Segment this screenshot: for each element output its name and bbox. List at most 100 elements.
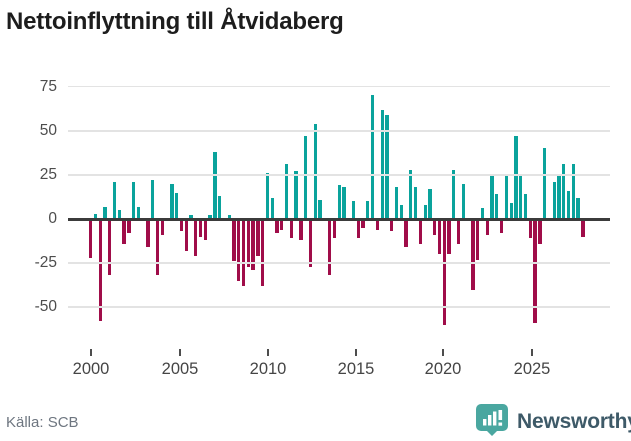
bar bbox=[332, 219, 337, 239]
bar bbox=[576, 197, 580, 219]
bar bbox=[514, 136, 518, 219]
bar bbox=[246, 219, 250, 267]
bar bbox=[447, 219, 451, 255]
bar bbox=[528, 219, 532, 239]
x-tick-mark bbox=[531, 349, 533, 356]
y-tick-label: -25 bbox=[34, 254, 57, 272]
x-tick-mark bbox=[355, 349, 357, 356]
bar bbox=[160, 219, 164, 235]
bar bbox=[471, 219, 475, 290]
bar bbox=[98, 219, 102, 322]
bar bbox=[251, 219, 255, 271]
bar bbox=[304, 136, 308, 219]
x-tick-label: 2000 bbox=[72, 360, 110, 378]
bar bbox=[566, 190, 571, 219]
y-tick-label: 0 bbox=[48, 210, 57, 227]
x-tick-mark bbox=[442, 349, 444, 356]
bar bbox=[423, 204, 427, 219]
bar bbox=[380, 109, 384, 219]
bar bbox=[523, 194, 528, 219]
bar bbox=[356, 219, 360, 239]
bar bbox=[299, 219, 303, 241]
bar-series bbox=[89, 75, 586, 347]
bar bbox=[442, 219, 446, 325]
bar bbox=[370, 95, 375, 219]
bar bbox=[227, 215, 231, 219]
zero-axis-line bbox=[68, 218, 610, 221]
newsworthy-logo-icon bbox=[476, 403, 509, 441]
x-tick-label: 2020 bbox=[424, 360, 462, 378]
gridline bbox=[68, 174, 610, 176]
bar bbox=[571, 164, 575, 219]
bar bbox=[112, 181, 117, 219]
bar bbox=[495, 194, 499, 219]
bar bbox=[151, 180, 155, 219]
bar bbox=[117, 210, 121, 219]
bar bbox=[418, 219, 423, 244]
bar bbox=[189, 215, 193, 219]
bar bbox=[103, 206, 107, 219]
bar bbox=[327, 219, 332, 276]
bar bbox=[127, 219, 131, 234]
bar bbox=[232, 219, 236, 262]
bar bbox=[452, 169, 456, 219]
bar bbox=[208, 215, 212, 219]
bar bbox=[485, 219, 489, 235]
bar bbox=[490, 174, 494, 219]
bar bbox=[385, 114, 389, 219]
y-tick-label: 50 bbox=[39, 121, 57, 139]
bar bbox=[480, 208, 485, 219]
bar bbox=[557, 174, 561, 219]
bar bbox=[562, 164, 566, 219]
y-tick-label: -50 bbox=[34, 298, 57, 316]
bar bbox=[241, 219, 246, 287]
bar bbox=[280, 219, 284, 230]
bar bbox=[213, 151, 217, 219]
bar bbox=[499, 219, 504, 234]
bar bbox=[409, 169, 413, 219]
bar bbox=[265, 173, 270, 219]
bar bbox=[122, 219, 126, 244]
bar bbox=[337, 185, 341, 219]
bar bbox=[552, 181, 556, 219]
bar bbox=[136, 206, 141, 219]
x-tick-mark bbox=[90, 349, 92, 356]
bar bbox=[89, 219, 93, 258]
x-tick-label: 2010 bbox=[249, 360, 287, 378]
x-tick-label: 2015 bbox=[337, 360, 375, 378]
bar bbox=[342, 187, 346, 219]
x-tick-mark bbox=[179, 349, 181, 356]
y-tick-label: 75 bbox=[39, 77, 57, 95]
bar bbox=[433, 219, 437, 235]
bar bbox=[237, 219, 241, 281]
bar bbox=[399, 204, 403, 219]
bar bbox=[428, 189, 432, 219]
bar bbox=[184, 219, 188, 251]
bar bbox=[509, 203, 513, 219]
bar bbox=[476, 219, 480, 260]
bar bbox=[519, 174, 523, 219]
bar bbox=[390, 219, 394, 232]
bar bbox=[404, 219, 408, 248]
x-tick-mark bbox=[267, 349, 269, 356]
page-title: Nettoinflyttning till Åtvidaberg bbox=[6, 8, 344, 35]
bar bbox=[542, 148, 547, 219]
bar bbox=[179, 219, 184, 232]
bar bbox=[284, 164, 289, 219]
bar bbox=[170, 183, 174, 219]
bar bbox=[194, 219, 198, 257]
bar bbox=[366, 201, 370, 219]
bar bbox=[93, 213, 98, 219]
bar bbox=[533, 219, 537, 324]
newsworthy-logo-text: Newsworthy bbox=[517, 410, 631, 433]
source-note: Källa: SCB bbox=[6, 414, 79, 431]
bar bbox=[504, 174, 509, 219]
bar bbox=[218, 196, 222, 219]
bar bbox=[461, 183, 466, 219]
bar bbox=[456, 219, 461, 244]
bar bbox=[289, 219, 293, 239]
bar bbox=[108, 219, 112, 276]
bar bbox=[413, 187, 418, 219]
gridline bbox=[68, 85, 610, 88]
plot-area: 2000 2005 2010 2015 2020 2025 bbox=[68, 75, 610, 378]
